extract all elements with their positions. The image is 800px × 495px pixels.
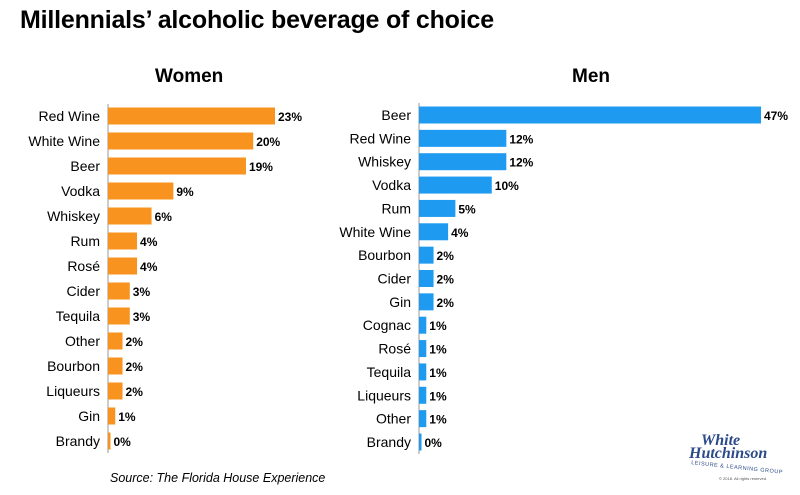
category-label: Tequila — [367, 364, 412, 380]
value-label: 2% — [437, 249, 455, 263]
bar — [419, 363, 427, 381]
category-label: White Wine — [28, 133, 100, 149]
value-label: 1% — [429, 366, 447, 380]
bar — [419, 316, 427, 334]
value-label: 0% — [425, 436, 443, 450]
value-label: 9% — [176, 185, 194, 199]
bar — [419, 223, 449, 241]
value-label: 1% — [429, 343, 447, 357]
value-label: 1% — [429, 413, 447, 427]
white-hutchinson-logo: White Hutchinson LEISURE & LEARNING GROU… — [675, 432, 785, 487]
category-label: Gin — [78, 408, 100, 424]
value-label: 2% — [437, 296, 455, 310]
category-label: Cognac — [363, 317, 411, 333]
bar — [419, 340, 427, 358]
men-chart-title: Men — [572, 66, 610, 87]
men-bar-chart: Beer 47% Red Wine 12% Whiskey 12% Vodka 10% Rum 5… — [339, 103, 788, 454]
category-label: Brandy — [56, 433, 100, 449]
bar — [419, 106, 761, 124]
bar — [108, 132, 254, 150]
category-label: Beer — [70, 158, 100, 174]
category-label: Gin — [389, 294, 411, 310]
value-label: 2% — [126, 385, 144, 399]
category-label: Cider — [378, 271, 412, 287]
category-label: Red Wine — [350, 130, 412, 146]
value-label: 12% — [509, 156, 533, 170]
value-label: 0% — [114, 435, 132, 449]
bar — [108, 107, 275, 125]
value-label: 1% — [118, 410, 136, 424]
value-label: 2% — [437, 273, 455, 287]
bar — [419, 129, 507, 147]
value-label: 5% — [458, 202, 476, 216]
bar — [419, 246, 434, 264]
category-label: Whiskey — [47, 208, 100, 224]
bar — [108, 432, 111, 450]
bar — [419, 153, 507, 171]
value-label: 1% — [429, 389, 447, 403]
women-bar-chart: Red Wine 23% White Wine 20% Beer 19% Vodka 9% Wh… — [28, 104, 302, 453]
category-label: Vodka — [372, 177, 411, 193]
bar — [108, 232, 138, 250]
category-label: Rum — [381, 200, 411, 216]
logo-copyright: © 2018. All rights reserved. — [719, 476, 768, 481]
bar — [108, 207, 152, 225]
category-label: Rosé — [378, 341, 411, 357]
value-label: 3% — [133, 310, 151, 324]
bar — [108, 182, 174, 200]
bar — [419, 386, 427, 404]
bar — [419, 176, 492, 194]
bar — [419, 270, 434, 287]
value-label: 4% — [140, 235, 158, 249]
source-note: Source: The Florida House Experience — [110, 471, 326, 485]
category-label: Beer — [381, 107, 411, 123]
category-label: Red Wine — [39, 108, 101, 124]
value-label: 3% — [133, 285, 151, 299]
category-label: White Wine — [339, 224, 411, 240]
category-label: Brandy — [367, 434, 411, 450]
logo-text-hutchinson: Hutchinson — [689, 445, 768, 462]
category-label: Rosé — [67, 258, 100, 274]
category-label: Liqueurs — [46, 383, 100, 399]
category-label: Other — [376, 411, 411, 427]
category-label: Bourbon — [358, 247, 411, 263]
bar — [419, 293, 434, 311]
category-label: Tequila — [56, 308, 101, 324]
value-label: 10% — [495, 179, 519, 193]
bar — [419, 199, 456, 217]
value-label: 23% — [278, 110, 302, 124]
bar — [108, 282, 130, 300]
bar — [108, 382, 123, 400]
bar — [419, 410, 427, 428]
category-label: Whiskey — [358, 154, 411, 170]
value-label: 12% — [509, 132, 533, 146]
bar — [419, 433, 422, 451]
category-label: Vodka — [61, 183, 100, 199]
value-label: 47% — [764, 109, 788, 123]
value-label: 20% — [256, 135, 280, 149]
value-label: 19% — [249, 160, 273, 174]
bar — [108, 257, 138, 275]
bar — [108, 332, 123, 350]
bar — [108, 357, 123, 375]
value-label: 4% — [451, 226, 469, 240]
value-label: 2% — [126, 335, 144, 349]
value-label: 6% — [155, 210, 173, 224]
category-label: Bourbon — [47, 358, 100, 374]
value-label: 1% — [429, 319, 447, 333]
bar — [108, 307, 130, 325]
women-chart-title: Women — [155, 66, 224, 87]
page-title: Millennials’ alcoholic beverage of choic… — [20, 6, 494, 34]
category-label: Rum — [70, 233, 100, 249]
value-label: 4% — [140, 260, 158, 274]
logo-text-white: White — [701, 432, 741, 449]
bar — [108, 157, 246, 175]
category-label: Liqueurs — [357, 387, 411, 403]
bar — [108, 407, 116, 425]
category-label: Other — [65, 333, 100, 349]
category-label: Cider — [67, 283, 101, 299]
value-label: 2% — [126, 360, 144, 374]
